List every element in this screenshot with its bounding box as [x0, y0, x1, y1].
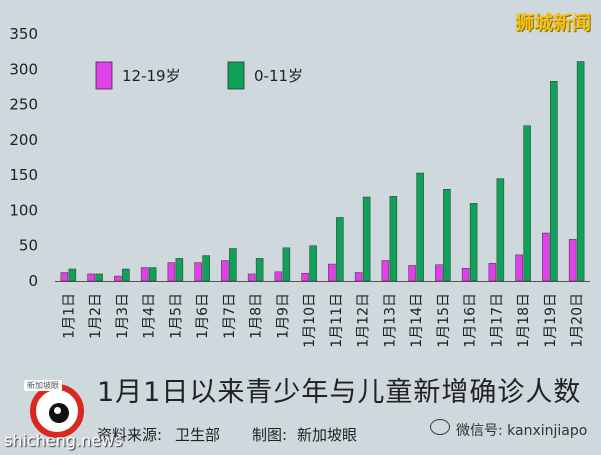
x-tick-label: 1月12日	[356, 293, 372, 348]
bar-series-1	[301, 272, 309, 282]
x-tick-label: 1月11日	[329, 293, 345, 348]
bar-series-2	[336, 217, 344, 282]
x-tick-label: 1月20日	[570, 293, 586, 348]
x-tick-label: 1月14日	[409, 293, 425, 348]
y-tick-label: 350	[9, 25, 38, 43]
bar-series-1	[354, 272, 363, 282]
bar-series-2	[255, 258, 264, 282]
bar-series-1	[167, 262, 176, 282]
x-tick-label: 1月8日	[249, 293, 265, 339]
logo-eye-glint	[54, 407, 61, 414]
y-tick-label: 50	[19, 237, 38, 255]
bar-series-1	[435, 264, 443, 282]
bar-series-1	[461, 268, 470, 282]
bar-series-1	[60, 272, 69, 282]
bar-series-2	[229, 248, 237, 282]
logo-icon	[30, 384, 84, 438]
bar-series-2	[282, 247, 291, 282]
x-tick-label: 1月16日	[463, 293, 479, 348]
bar-series-2	[309, 245, 317, 282]
y-tick-label: 100	[9, 201, 38, 219]
bar-series-1	[542, 232, 550, 282]
bar-series-1	[114, 275, 122, 282]
bar-series-1	[247, 273, 256, 282]
x-tick-label: 1月3日	[115, 293, 131, 339]
bar-series-1	[381, 260, 390, 282]
bar-series-2	[523, 125, 531, 282]
logo-text: 新加坡眼	[24, 380, 62, 391]
x-tick-label: 1月1日	[61, 293, 77, 339]
bar-series-2	[550, 81, 558, 282]
bar-series-2	[469, 203, 478, 282]
x-tick-label: 1月7日	[222, 293, 238, 339]
bar-series-1	[488, 263, 497, 282]
bar-series-1	[87, 273, 95, 282]
x-tick-label: 1月17日	[489, 293, 505, 348]
wechat-id: 微信号: kanxinjiapo	[456, 423, 588, 439]
legend-label-1: 12-19岁	[122, 67, 181, 85]
bar-series-2	[443, 189, 451, 282]
legend-swatch-2	[227, 61, 245, 90]
bar-series-1	[515, 254, 523, 282]
bar-series-1	[568, 239, 577, 282]
x-tick-label: 1月15日	[436, 293, 452, 348]
x-tick-label: 1月9日	[275, 293, 291, 339]
x-tick-label: 1月19日	[543, 293, 559, 348]
bar-series-2	[202, 255, 210, 282]
y-tick-label: 150	[9, 166, 38, 184]
legend-swatch-1	[95, 61, 113, 90]
y-tick-label: 0	[28, 272, 38, 290]
bar-series-2	[416, 172, 424, 282]
y-tick-label: 250	[9, 96, 38, 114]
wechat-icon	[430, 419, 450, 435]
bar-series-1	[274, 271, 283, 282]
bar-series-1	[221, 260, 229, 282]
x-tick-label: 1月10日	[302, 293, 318, 348]
credit-label: 制图:	[252, 426, 288, 444]
bar-series-2	[148, 267, 157, 282]
legend-label-2: 0-11岁	[254, 67, 303, 85]
source-label: 资料来源:	[97, 426, 163, 444]
bar-series-2	[68, 268, 77, 282]
bar-series-2	[95, 273, 103, 282]
logo-eye	[49, 403, 69, 423]
bar-series-2	[576, 61, 585, 282]
bar-series-2	[496, 178, 505, 282]
watermark-text: 狮城新闻	[514, 12, 591, 34]
bar-series-2	[122, 268, 130, 282]
bar-series-2	[389, 196, 398, 282]
site-watermark: shicheng.news	[4, 431, 123, 450]
x-tick-label: 1月2日	[88, 293, 104, 339]
x-tick-label: 1月6日	[195, 293, 211, 339]
x-tick-label: 1月13日	[382, 293, 398, 348]
y-tick-label: 200	[9, 131, 38, 149]
y-tick-label: 300	[9, 60, 38, 78]
bar-chart: 0 50 100 150 200 250 300 350 1月1日 1月2日 1月3日 1月4日 1月5…	[9, 25, 590, 348]
x-tick-label: 1月4日	[142, 293, 158, 339]
x-tick-label: 1月5日	[168, 293, 184, 339]
source-value: 卫生部	[175, 426, 221, 444]
credit-value: 新加坡眼	[297, 426, 358, 444]
bar-series-2	[362, 196, 371, 282]
bar-series-1	[328, 263, 336, 282]
x-tick-label: 1月18日	[516, 293, 532, 348]
bar-series-1	[140, 267, 149, 282]
chart-caption: 1月1日以来青少年与儿童新增确诊人数	[97, 377, 582, 408]
bar-series-2	[175, 258, 184, 282]
bar-series-1	[408, 265, 416, 282]
bar-series-1	[194, 262, 202, 282]
